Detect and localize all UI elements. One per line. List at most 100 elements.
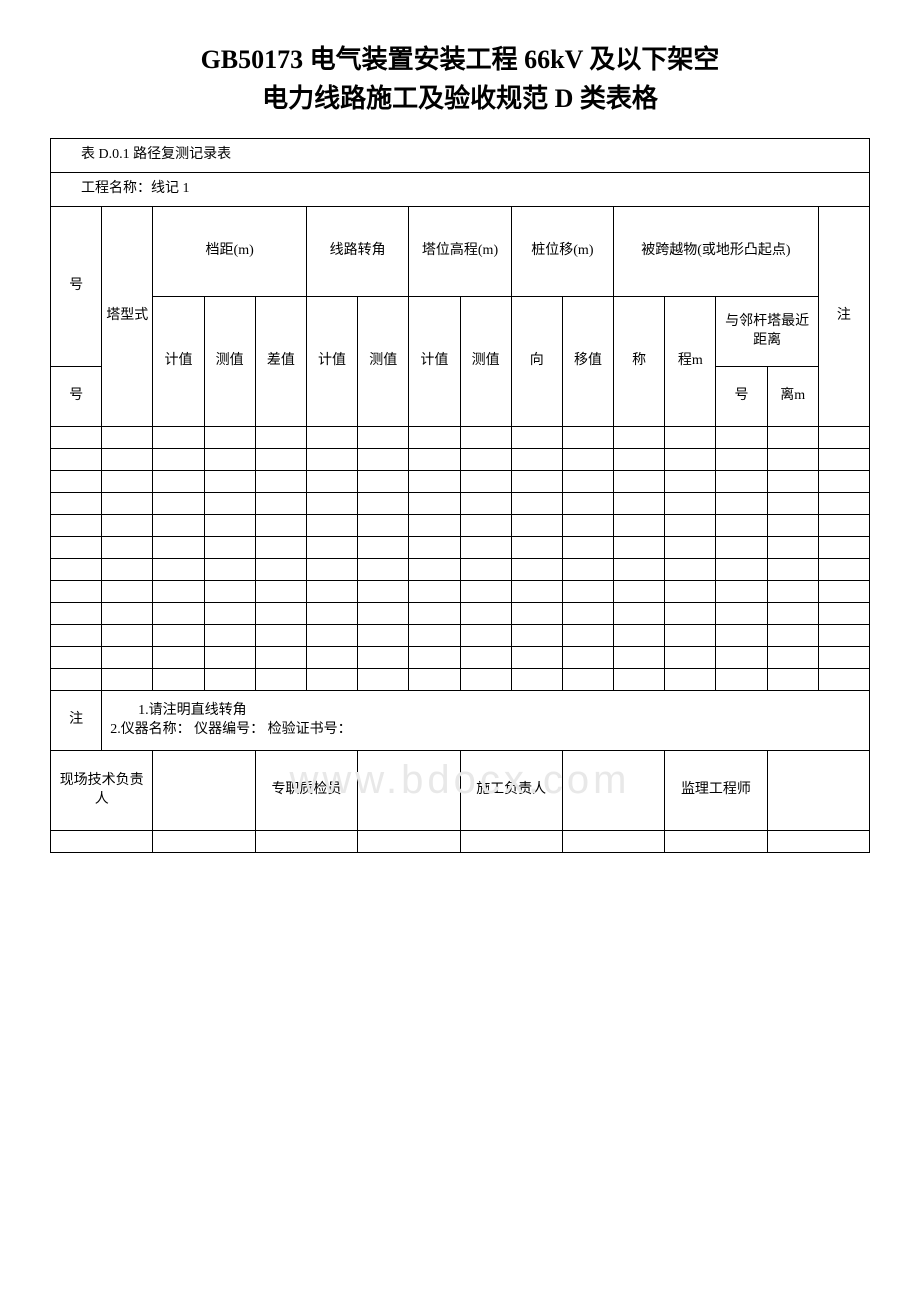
table-cell — [767, 625, 818, 647]
table-cell — [153, 537, 204, 559]
table-cell — [818, 537, 869, 559]
table-cell — [409, 449, 460, 471]
table-cell — [818, 515, 869, 537]
hdr-calc2: 计值 — [306, 297, 357, 427]
table-cell — [255, 471, 306, 493]
table-cell — [665, 471, 716, 493]
table-cell — [511, 581, 562, 603]
table-cell — [716, 603, 767, 625]
table-cell — [51, 493, 102, 515]
table-cell — [614, 647, 665, 669]
table-cell — [255, 449, 306, 471]
table-cell — [460, 493, 511, 515]
table-cell — [153, 449, 204, 471]
table-cell — [409, 493, 460, 515]
table-cell — [409, 515, 460, 537]
table-cell — [306, 471, 357, 493]
table-cell — [614, 471, 665, 493]
table-cell — [358, 647, 409, 669]
table-cell — [511, 449, 562, 471]
table-cell — [102, 559, 153, 581]
table-cell — [255, 537, 306, 559]
table-cell — [204, 647, 255, 669]
hdr-sub-dist-m: 离m — [767, 367, 818, 427]
table-cell — [204, 559, 255, 581]
table-row — [51, 515, 870, 537]
table-cell — [562, 559, 613, 581]
sign-supervisor-val — [767, 751, 869, 831]
table-cell — [409, 647, 460, 669]
table-cell — [153, 559, 204, 581]
table-cell — [409, 669, 460, 691]
table-cell — [255, 603, 306, 625]
table-cell — [358, 559, 409, 581]
table-row — [51, 603, 870, 625]
sign-site-lead-val — [153, 751, 255, 831]
table-cell — [153, 669, 204, 691]
bottom-cell — [767, 831, 869, 853]
table-cell — [51, 603, 102, 625]
table-cell — [153, 471, 204, 493]
table-cell — [204, 603, 255, 625]
table-cell — [818, 625, 869, 647]
table-cell — [306, 427, 357, 449]
bottom-cell — [665, 831, 767, 853]
table-cell — [818, 603, 869, 625]
table-cell — [562, 471, 613, 493]
table-cell — [665, 603, 716, 625]
table-cell — [818, 559, 869, 581]
table-cell — [51, 427, 102, 449]
table-cell — [818, 427, 869, 449]
table-cell — [511, 669, 562, 691]
table-cell — [767, 493, 818, 515]
table-cell — [562, 427, 613, 449]
record-table: 表 D.0.1 路径复测记录表 工程名称：线记 1 号 塔型式 档距(m) 线路… — [50, 138, 870, 853]
table-cell — [358, 669, 409, 691]
table-cell — [255, 581, 306, 603]
table-cell — [358, 449, 409, 471]
table-cell — [511, 559, 562, 581]
hdr-meas2: 测值 — [358, 297, 409, 427]
table-cell — [460, 471, 511, 493]
hdr-line-angle: 线路转角 — [306, 207, 408, 297]
table-cell — [460, 625, 511, 647]
table-cell — [102, 515, 153, 537]
table-cell — [767, 581, 818, 603]
table-cell — [818, 669, 869, 691]
hdr-hao2: 号 — [51, 367, 102, 427]
bottom-cell — [51, 831, 153, 853]
table-cell — [818, 581, 869, 603]
hdr-sub-hao: 号 — [716, 367, 767, 427]
table-cell — [818, 449, 869, 471]
table-cell — [614, 669, 665, 691]
table-cell — [614, 559, 665, 581]
table-cell — [153, 427, 204, 449]
table-row — [51, 581, 870, 603]
table-cell — [204, 625, 255, 647]
table-cell — [102, 449, 153, 471]
table-cell — [767, 515, 818, 537]
table-cell — [51, 669, 102, 691]
table-cell — [511, 471, 562, 493]
hdr-meas1: 测值 — [204, 297, 255, 427]
table-cell — [102, 625, 153, 647]
title-line2: 电力线路施工及验收规范 D 类表格 — [50, 79, 870, 118]
table-row — [51, 537, 870, 559]
table-cell — [665, 537, 716, 559]
table-cell — [716, 625, 767, 647]
table-cell — [716, 493, 767, 515]
table-cell — [102, 581, 153, 603]
sign-site-lead-label: 现场技术负责人 — [51, 751, 153, 831]
table-cell — [460, 647, 511, 669]
table-cell — [716, 559, 767, 581]
table-cell — [51, 559, 102, 581]
table-cell — [153, 515, 204, 537]
table-cell — [665, 647, 716, 669]
hdr-calc3: 计值 — [409, 297, 460, 427]
table-cell — [102, 471, 153, 493]
table-cell — [562, 603, 613, 625]
table-cell — [255, 647, 306, 669]
table-cell — [153, 625, 204, 647]
table-cell — [562, 515, 613, 537]
table-cell — [204, 449, 255, 471]
